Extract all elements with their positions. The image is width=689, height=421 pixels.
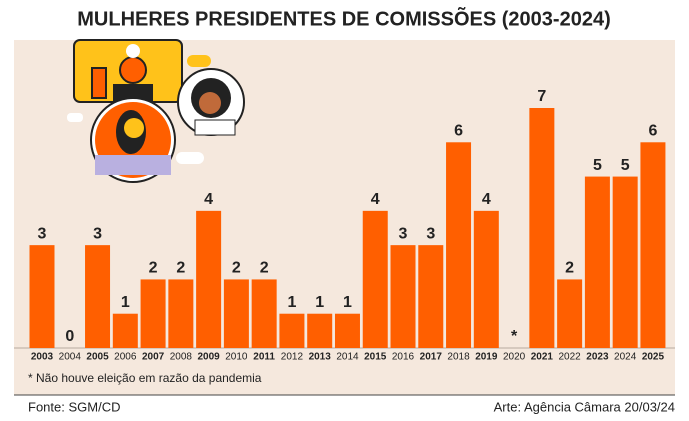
bar	[418, 245, 444, 348]
x-tick-label: 2016	[392, 352, 415, 363]
x-tick-label: 2009	[197, 352, 220, 363]
value-label: 0	[65, 328, 74, 345]
bar	[640, 142, 666, 348]
bar	[612, 176, 638, 348]
value-label: 1	[315, 294, 324, 311]
x-tick-label: 2019	[475, 352, 498, 363]
value-label: 3	[93, 225, 102, 242]
bar	[29, 245, 55, 348]
value-label: 1	[343, 294, 352, 311]
x-tick-label: 2015	[364, 352, 387, 363]
x-tick-label: 2018	[447, 352, 470, 363]
x-tick-label: 2025	[642, 352, 665, 363]
bar	[168, 279, 194, 348]
bar	[557, 279, 583, 348]
bar	[473, 210, 499, 348]
value-label: 1	[287, 294, 296, 311]
x-tick-label: 2003	[31, 352, 54, 363]
x-tick-label: 2022	[559, 352, 582, 363]
value-label: 6	[648, 123, 657, 140]
x-tick-label: 2023	[586, 352, 609, 363]
bar	[390, 245, 416, 348]
value-label: 6	[454, 123, 463, 140]
chart-title: MULHERES PRESIDENTES DE COMISSÕES (2003-…	[77, 6, 610, 30]
x-tick-label: 2007	[142, 352, 165, 363]
x-tick-label: 2021	[531, 352, 554, 363]
bar	[196, 210, 222, 348]
value-label: 4	[482, 191, 491, 208]
value-label: *	[511, 328, 518, 345]
bar	[112, 313, 138, 348]
bar	[584, 176, 610, 348]
value-label: 3	[38, 225, 47, 242]
bar	[140, 279, 166, 348]
value-label: 2	[232, 260, 241, 277]
value-label: 2	[565, 260, 574, 277]
value-label: 2	[260, 260, 269, 277]
bar	[279, 313, 305, 348]
value-label: 4	[204, 191, 213, 208]
x-tick-label: 2012	[281, 352, 304, 363]
illustration	[67, 39, 245, 183]
x-tick-label: 2017	[420, 352, 443, 363]
value-label: 5	[593, 157, 602, 174]
x-tick-label: 2005	[86, 352, 109, 363]
value-label: 3	[399, 225, 408, 242]
bar	[446, 142, 472, 348]
value-label: 1	[121, 294, 130, 311]
value-label: 4	[371, 191, 380, 208]
bar	[307, 313, 333, 348]
x-tick-label: 2011	[253, 352, 275, 363]
x-tick-label: 2020	[503, 352, 526, 363]
footnote: * Não houve eleição em razão da pandemia	[28, 371, 262, 385]
x-tick-label: 2010	[225, 352, 248, 363]
x-tick-label: 2008	[170, 352, 193, 363]
value-label: 7	[537, 88, 546, 105]
value-label: 3	[426, 225, 435, 242]
bar	[362, 210, 388, 348]
x-tick-label: 2006	[114, 352, 137, 363]
bar	[529, 108, 555, 348]
value-label: 2	[176, 260, 185, 277]
source: Fonte: SGM/CD	[28, 399, 120, 414]
bar	[85, 245, 111, 348]
bar	[223, 279, 249, 348]
bar	[334, 313, 360, 348]
bar	[251, 279, 277, 348]
x-tick-label: 2013	[309, 352, 332, 363]
x-tick-label: 2014	[336, 352, 359, 363]
x-tick-label: 2004	[59, 352, 82, 363]
credit: Arte: Agência Câmara 20/03/24	[494, 399, 675, 414]
x-tick-label: 2024	[614, 352, 637, 363]
value-label: 2	[149, 260, 158, 277]
value-label: 5	[621, 157, 630, 174]
